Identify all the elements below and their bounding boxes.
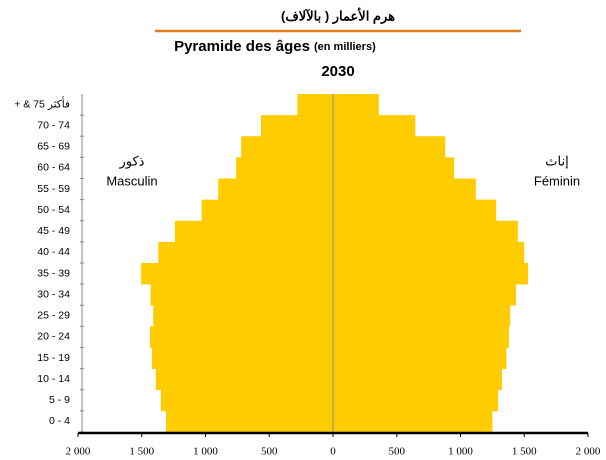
bar [333,136,446,158]
bar [201,199,333,222]
bar [160,389,333,412]
bar [153,305,333,327]
x-tick-label: 1 500 [512,446,537,458]
y-tick-label: 45 - 49 [37,225,70,237]
bar [333,115,416,137]
bar [141,263,333,285]
chart-title-ar: هرم الأعمار ( بالآلاف) [281,7,395,24]
bar [218,178,333,200]
y-tick-label: 20 - 24 [37,331,70,343]
bar [333,368,502,391]
y-tick-label: 50 - 54 [37,204,70,216]
bar [150,326,333,348]
chart-subtitle: 2030 [321,63,354,80]
bar [150,284,333,306]
x-tick-label: 1 500 [129,446,154,458]
bar [297,94,333,116]
y-tick-label: 15 - 19 [37,352,70,364]
bar [151,347,333,369]
bar [165,410,333,433]
y-tick-label: + & 75 فأكثر [14,96,70,110]
bar [333,199,497,222]
x-tick-label: 2 000 [66,446,91,458]
bar [333,263,529,285]
bar [333,326,509,348]
legend: Masculin [106,173,157,188]
legend-ar: إناث [545,153,568,169]
bar [241,136,333,158]
y-tick-label: 60 - 64 [37,162,70,174]
y-tick-label: 40 - 44 [37,246,70,258]
y-tick-label: 25 - 29 [37,310,70,322]
bar [155,368,333,391]
x-tick-label: 0 [330,446,336,458]
y-tick-label: 35 - 39 [37,267,70,279]
bar [333,157,455,179]
y-tick-label: 5 - 9 [49,394,70,406]
x-tick-label: 500 [261,446,278,458]
y-tick-label: 65 - 69 [37,141,70,153]
bar [333,284,516,306]
legend: Féminin [534,173,580,188]
bar [333,241,525,264]
x-tick-label: 2 000 [576,446,601,458]
y-tick-label: 10 - 14 [37,373,70,385]
y-tick-label: 70 - 74 [37,119,70,131]
bar [333,178,476,200]
bar [174,220,333,243]
x-tick-label: 500 [389,446,406,458]
bar [333,389,499,412]
chart-title-unit: (en milliers) [314,41,376,53]
bar [236,157,333,179]
bar [158,241,333,264]
y-tick-label: 0 - 4 [49,415,70,427]
chart-title: Pyramide des âges [174,38,310,55]
legend-ar: ذكور [119,153,145,169]
x-tick-label: 1 000 [448,446,473,458]
bar [260,115,333,137]
x-tick-label: 1 000 [193,446,218,458]
bar [333,220,518,243]
bar [333,305,511,327]
bar [333,347,507,369]
bar [333,94,379,116]
y-tick-label: 30 - 34 [37,288,70,300]
bar [333,410,493,433]
y-tick-label: 55 - 59 [37,183,70,195]
